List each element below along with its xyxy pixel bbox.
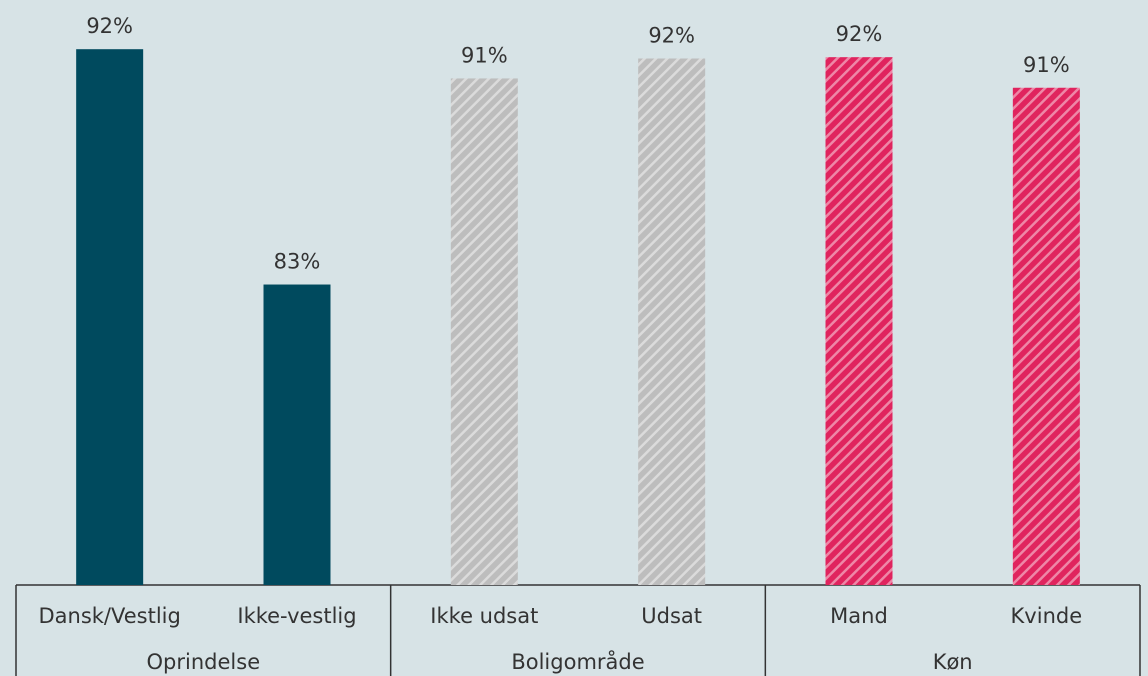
x-tick-label: Ikke-vestlig bbox=[237, 604, 356, 628]
data-label: 92% bbox=[86, 14, 133, 38]
data-label: 91% bbox=[461, 43, 508, 67]
group-label: Oprindelse bbox=[147, 650, 261, 674]
bar bbox=[825, 57, 893, 585]
x-tick-label: Udsat bbox=[641, 604, 702, 628]
group-label: Boligområde bbox=[511, 649, 644, 674]
data-label: 91% bbox=[1023, 53, 1070, 77]
group-label: Køn bbox=[933, 650, 973, 674]
data-label: 92% bbox=[648, 24, 695, 48]
x-tick-label: Kvinde bbox=[1011, 604, 1083, 628]
x-tick-label: Dansk/Vestlig bbox=[38, 604, 180, 628]
bar bbox=[450, 78, 518, 586]
bar bbox=[638, 58, 706, 585]
bar bbox=[76, 49, 144, 586]
data-label: 83% bbox=[274, 250, 321, 274]
x-tick-label: Mand bbox=[830, 604, 888, 628]
bar bbox=[1012, 87, 1080, 585]
x-tick-label: Ikke udsat bbox=[430, 604, 538, 628]
data-label: 92% bbox=[836, 22, 883, 46]
bar bbox=[263, 284, 331, 585]
